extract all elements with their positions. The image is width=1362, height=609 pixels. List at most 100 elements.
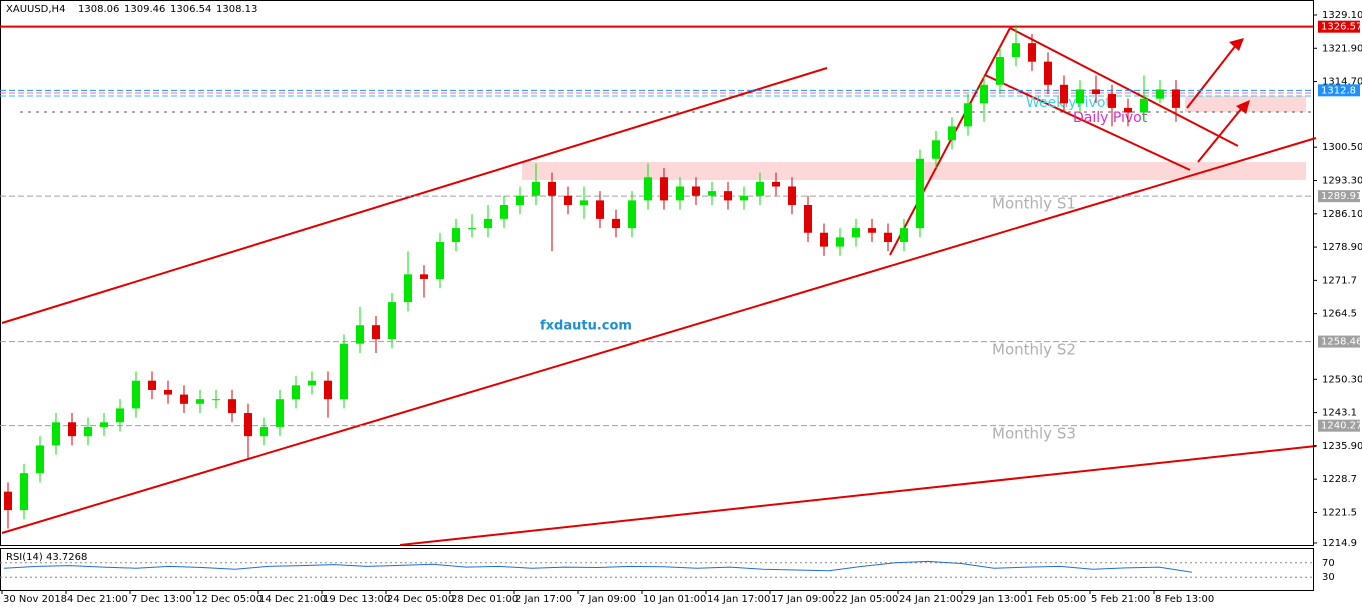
x-tick-label: 7 Jan 09:00 — [579, 594, 636, 605]
pivot-label: Monthly S1 — [992, 195, 1076, 213]
level-tag — [1318, 335, 1360, 348]
rsi-line — [3, 560, 1193, 573]
candle-body — [644, 177, 652, 201]
candle-body — [116, 408, 124, 423]
candle-body — [1172, 89, 1180, 108]
candle-body — [948, 126, 956, 141]
y-tick-label: 1221.5 — [1322, 507, 1357, 518]
candle-body — [788, 186, 796, 205]
candle-body — [580, 200, 588, 205]
candle-body — [548, 181, 556, 196]
candle-body — [916, 158, 924, 229]
pivot-label: Monthly S3 — [992, 425, 1076, 443]
level-label: 1312.8 — [1321, 85, 1356, 96]
x-tick-label: 17 Jan 09:00 — [771, 594, 834, 605]
candle-body — [1012, 43, 1020, 58]
x-tick-label: 19 Dec 13:00 — [323, 594, 390, 605]
candle-body — [420, 274, 428, 279]
candle-body — [596, 200, 604, 219]
y-tick-label: 1321.90 — [1322, 43, 1362, 54]
ohlc-value: 1306.54 — [170, 4, 211, 15]
x-tick-label: 5 Feb 21:00 — [1091, 594, 1150, 605]
candle-body — [468, 228, 476, 230]
candle-body — [52, 422, 60, 446]
pivot-label: WeeklyPivot — [1026, 95, 1111, 111]
candle-body — [660, 177, 668, 201]
y-tick-label: 1264.5 — [1322, 309, 1357, 320]
main-frame — [0, 0, 1314, 546]
y-tick-label: 1300.50 — [1322, 142, 1362, 153]
candle-body — [484, 218, 492, 229]
candle-body — [612, 218, 620, 229]
level-tag — [1318, 190, 1360, 203]
candle-body — [708, 191, 716, 196]
x-tick-label: 4 Dec 21:00 — [67, 594, 128, 605]
candle-body — [84, 426, 92, 437]
candle-body — [1044, 61, 1052, 85]
candle-body — [452, 228, 460, 242]
candle-body — [1156, 89, 1164, 99]
candle-body — [628, 200, 636, 229]
x-tick-label: 12 Dec 05:00 — [195, 594, 262, 605]
trendlines — [1, 27, 1317, 546]
candle-body — [884, 232, 892, 242]
candle-body — [196, 399, 204, 404]
level-label: 1258.46 — [1321, 337, 1362, 348]
y-tick-label: 1235.90 — [1322, 441, 1362, 452]
arrow-head — [1236, 100, 1250, 114]
candle-body — [868, 228, 876, 233]
candle-body — [100, 422, 108, 427]
candle-body — [68, 422, 76, 437]
y-tick-label: 1329.10 — [1322, 10, 1362, 21]
x-tick-label: 1 Feb 05:00 — [1027, 594, 1086, 605]
candle-body — [324, 380, 332, 400]
y-tick-label: 1271.7 — [1322, 275, 1357, 286]
ohlc-value: 1308.06 — [78, 4, 119, 15]
candle-body — [388, 302, 396, 340]
level-label: 1240.27 — [1321, 421, 1362, 432]
x-tick-label: 7 Dec 13:00 — [131, 594, 192, 605]
candle-body — [676, 186, 684, 201]
candle-body — [356, 325, 364, 344]
candle-body — [372, 325, 380, 340]
y-tick-label: 1214.9 — [1322, 538, 1357, 549]
candle-body — [980, 84, 988, 104]
candle-body — [36, 445, 44, 474]
candle-body — [1076, 89, 1084, 104]
y-tick-label: 1286.10 — [1322, 209, 1362, 220]
candle-body — [964, 103, 972, 127]
candle-body — [340, 343, 348, 400]
pivot-label: Daily Pivot — [1073, 110, 1148, 126]
x-tick-label: 22 Jan 05:00 — [835, 594, 898, 605]
candle-body — [740, 195, 748, 201]
watermark: fxdautu.com — [540, 319, 632, 334]
candle-body — [932, 140, 940, 159]
candle-body — [260, 426, 268, 437]
y-tick-label: 1250.30 — [1322, 374, 1362, 385]
candle-body — [692, 186, 700, 196]
x-tick-label: 29 Jan 13:00 — [963, 594, 1026, 605]
arrow-head — [1229, 38, 1244, 51]
x-tick-label: 14 Dec 21:00 — [259, 594, 326, 605]
candle-body — [564, 195, 572, 205]
candle-body — [244, 413, 252, 437]
x-tick-label: 30 Nov 2018 — [3, 594, 67, 605]
candle-body — [404, 274, 412, 303]
rsi-title: RSI(14) 43.7268 — [6, 552, 87, 563]
candle-body — [164, 389, 172, 395]
candle-body — [180, 394, 188, 404]
candle-body — [836, 237, 844, 247]
y-tick-label: 1278.90 — [1322, 242, 1362, 253]
ohlc-value: 1308.13 — [216, 4, 257, 15]
candle-body — [212, 399, 220, 401]
x-tick-label: 28 Dec 01:00 — [451, 594, 518, 605]
candle-body — [516, 195, 524, 205]
level-label: 1289.91 — [1321, 191, 1362, 202]
candle-body — [1108, 94, 1116, 108]
candle-body — [500, 204, 508, 219]
candle-body — [820, 232, 828, 247]
level-tag — [1318, 84, 1360, 97]
candle-body — [996, 57, 1004, 85]
candle-body — [228, 399, 236, 414]
